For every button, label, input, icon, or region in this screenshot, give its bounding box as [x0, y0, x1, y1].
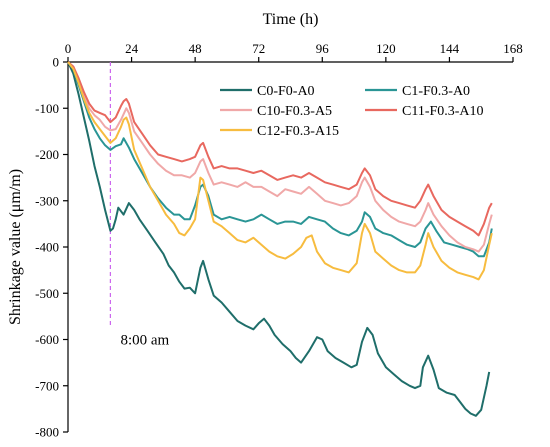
- series-line-C11-F0.3-A10: [67, 61, 493, 237]
- legend: C0-F0-A0 C1-F0.3-A0 C10-F0.3-A5 C11-F0.3-A1…: [220, 84, 484, 139]
- legend-label: C0-F0-A0: [257, 84, 315, 99]
- y-tick-label: -800: [35, 425, 59, 440]
- y-ticks: 0 -100 -200 -300 -400 -500 -600 -700 -800: [35, 55, 68, 440]
- series-layer: [67, 61, 493, 417]
- y-tick-label: -500: [35, 286, 59, 301]
- annotation-label: 8:00 am: [120, 333, 169, 349]
- legend-label: C12-F0.3-A15: [257, 124, 339, 139]
- y-tick-label: -600: [35, 332, 59, 347]
- axes-layer: 0 24 48 72 96 120 144 168 0 -100 -200 -300 -400 -500…: [35, 41, 523, 440]
- x-tick-label: 24: [125, 41, 139, 56]
- x-tick-label: 0: [65, 41, 72, 56]
- y-tick-label: -200: [35, 147, 59, 162]
- y-tick-label: -700: [35, 378, 59, 393]
- y-tick-label: -100: [35, 101, 59, 116]
- series-line-C1-F0.3-A0: [67, 61, 493, 258]
- x-axis-title: Time (h): [263, 11, 319, 28]
- x-tick-label: 144: [440, 41, 460, 56]
- legend-label: C10-F0.3-A5: [257, 104, 332, 119]
- annotation-layer: 8:00 am: [109, 62, 170, 349]
- series-line-C10-F0.3-A5: [67, 61, 493, 253]
- series-line-C0-F0-A0: [67, 61, 491, 417]
- x-tick-label: 96: [316, 41, 330, 56]
- y-axis-title: Shrinkage value (μm/m): [7, 169, 24, 325]
- y-tick-label: -400: [35, 240, 59, 255]
- series-line-C12-F0.3-A15: [67, 61, 493, 281]
- x-tick-label: 48: [189, 41, 202, 56]
- legend-label: C1-F0.3-A0: [402, 84, 470, 99]
- x-tick-label: 168: [503, 41, 523, 56]
- x-ticks: 0 24 48 72 96 120 144 168: [65, 41, 523, 62]
- y-tick-label: -300: [35, 193, 59, 208]
- legend-label: C11-F0.3-A10: [402, 104, 484, 119]
- x-tick-label: 72: [252, 41, 265, 56]
- x-tick-label: 120: [376, 41, 396, 56]
- y-tick-label: 0: [53, 55, 60, 70]
